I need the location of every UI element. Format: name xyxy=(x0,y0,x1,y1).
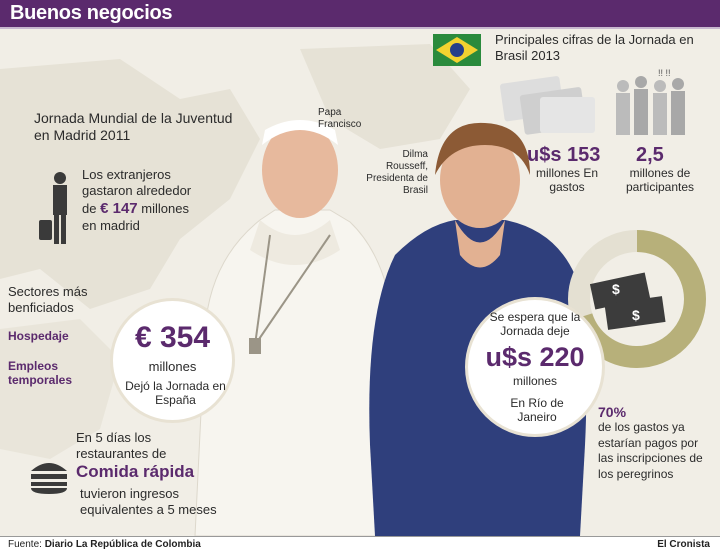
sector-empleos: Empleos temporales xyxy=(8,359,73,388)
paid-percent-donut xyxy=(568,230,706,368)
page-title: Buenos negocios xyxy=(0,0,720,27)
source-label: Fuente: xyxy=(8,539,42,550)
madrid-total-circle: € 354 millones Dejó la Jornada en España xyxy=(110,298,235,423)
madrid-total-value: € 354 xyxy=(134,321,211,354)
participants-caption: millones de participantes xyxy=(625,166,695,195)
madrid-spend-text: Los extranjeros gastaron alrededor de € … xyxy=(82,167,207,235)
crowd-icon: !! !! xyxy=(616,68,685,135)
world-map-background xyxy=(0,44,470,459)
brazil-expected-unit: millones xyxy=(512,374,557,388)
pope-photo xyxy=(194,120,404,536)
sectors-title: Sectores más benficiados xyxy=(8,284,88,315)
food-text-b: tuvieron ingresos equivalentes a 5 meses xyxy=(80,486,217,517)
brazil-title: Principales cifras de la Jornada en Bras… xyxy=(495,32,694,63)
brazil-spend-value: u$s 153 xyxy=(527,144,601,166)
source-line: Fuente: Diario La República de Colombia xyxy=(8,538,201,551)
madrid-total-unit: millones xyxy=(148,359,197,374)
madrid-spend-text-a: Los extranjeros gastaron alrededor de xyxy=(82,167,192,216)
brazil-expected-value: u$s 220 xyxy=(485,342,585,372)
brazil-flag-icon xyxy=(433,34,481,66)
header-divider xyxy=(0,27,720,29)
svg-text:$: $ xyxy=(632,307,640,323)
madrid-spend-text-b: millones en madrid xyxy=(82,200,189,234)
paid-percent-value: 70% xyxy=(598,404,627,420)
money-icon: $ $ xyxy=(590,272,666,330)
svg-text:$: $ xyxy=(612,281,620,297)
madrid-spend-value: € 147 xyxy=(100,199,138,217)
svg-text:!! !!: !! !! xyxy=(658,68,671,78)
paid-percent-caption: de los gastos ya estarían pagos por las … xyxy=(598,420,703,481)
pope-label: Papa Francisco xyxy=(318,107,362,130)
madrid-title: Jornada Mundial de la Juventud en Madrid… xyxy=(34,110,233,143)
traveler-icon xyxy=(39,172,67,244)
source-value: Diario La República de Colombia xyxy=(44,539,201,550)
footer: Fuente: Diario La República de Colombia … xyxy=(0,536,720,551)
brazil-spend-caption: millones En gastos xyxy=(535,166,599,195)
participants-value: 2,5 xyxy=(636,144,664,166)
brazil-expected-place: En Río de Janeiro xyxy=(510,396,564,425)
food-text-a: En 5 días los restaurantes de xyxy=(76,430,167,461)
credit-cards-icon xyxy=(500,76,595,135)
madrid-total-caption: Dejó la Jornada en España xyxy=(125,379,226,408)
burger-icon xyxy=(31,463,67,494)
sector-hospedaje: Hospedaje xyxy=(8,329,69,343)
dilma-label: Dilma Rousseff, Presidenta de Brasil xyxy=(366,149,428,196)
brazil-expected-circle: Se espera que la Jornada deje u$s 220 mi… xyxy=(465,297,605,437)
brazil-expected-text: Se espera que la Jornada deje xyxy=(489,310,581,339)
food-highlight: Comida rápida xyxy=(76,462,195,481)
brand-logo: El Cronista xyxy=(657,539,710,550)
